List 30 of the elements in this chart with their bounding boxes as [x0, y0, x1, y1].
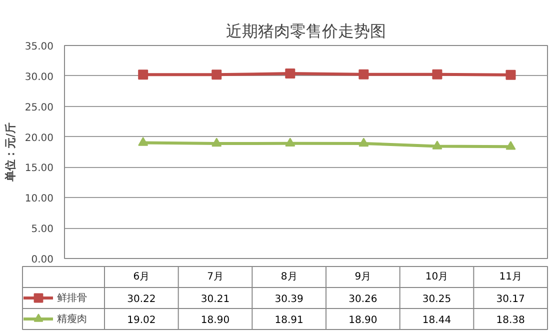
y-tick-label: 20.00 — [24, 132, 54, 144]
y-tick-label: 35.00 — [24, 42, 54, 52]
data-label: 30.21 — [200, 294, 230, 305]
x-tick-label: 10月 — [425, 272, 448, 282]
data-label: 30.39 — [274, 294, 304, 305]
y-tick-label: 25.00 — [24, 102, 54, 114]
data-label: 30.17 — [496, 294, 525, 305]
y-axis-title: 单位：元/斤 — [4, 122, 17, 183]
data-label: 18.91 — [274, 315, 304, 326]
data-label: 18.90 — [200, 315, 230, 326]
x-tick-label: 7月 — [207, 272, 224, 282]
data-label: 30.26 — [348, 294, 378, 305]
x-tick-label: 6月 — [133, 272, 150, 282]
y-tick-label: 15.00 — [24, 163, 54, 174]
y-tick-label: 10.00 — [24, 194, 54, 205]
data-label: 18.44 — [422, 315, 452, 326]
legend-label: 鲜排骨 — [57, 292, 87, 306]
y-tick-label: 5.00 — [31, 224, 54, 236]
data-label: 30.22 — [127, 294, 156, 305]
x-tick-label: 9月 — [354, 272, 372, 282]
data-label: 30.25 — [422, 294, 452, 305]
data-label: 19.02 — [127, 315, 156, 326]
y-tick-label: 30.00 — [24, 72, 54, 83]
data-label: 18.38 — [496, 315, 525, 326]
y-tick-label: 0.00 — [31, 254, 54, 266]
legend-label: 精瘦肉 — [57, 312, 87, 326]
x-tick-label: 11月 — [499, 272, 522, 282]
x-tick-label: 8月 — [280, 272, 298, 282]
data-label: 18.90 — [348, 315, 378, 326]
chart-title: 近期猪肉零售价走势图 — [226, 22, 386, 40]
